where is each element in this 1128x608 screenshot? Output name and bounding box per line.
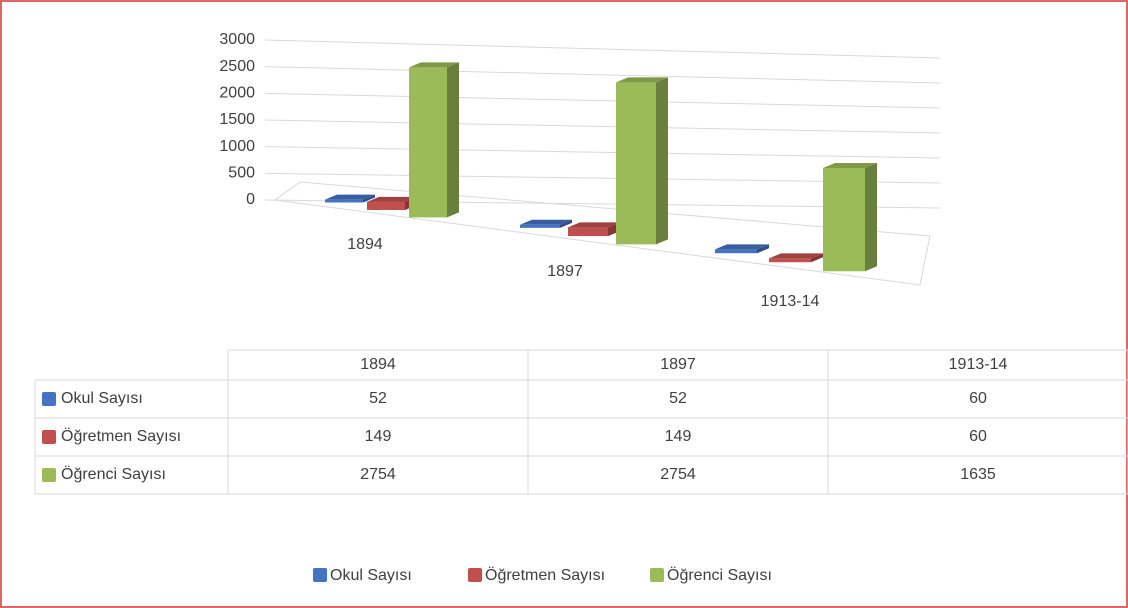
grid-line xyxy=(264,92,941,109)
table-legend-key xyxy=(42,468,56,482)
bar-front xyxy=(409,67,447,218)
bar xyxy=(616,77,668,245)
legend-label: Okul Sayısı xyxy=(330,567,412,584)
table-cell: 52 xyxy=(369,390,387,407)
table-cell: 2754 xyxy=(660,466,696,483)
legend-key xyxy=(313,568,327,582)
table-cell: 60 xyxy=(969,390,987,407)
table-row-label: Öğretmen Sayısı xyxy=(61,427,181,445)
x-tick-label: 1897 xyxy=(547,263,583,280)
table-cell: 1635 xyxy=(960,466,996,483)
y-tick-label: 2000 xyxy=(219,85,255,102)
bar-front xyxy=(367,201,405,210)
bar-top xyxy=(568,222,620,228)
bar-front xyxy=(568,227,608,237)
bar-top xyxy=(769,253,823,259)
bar xyxy=(520,219,572,228)
grid-line xyxy=(264,66,941,84)
grid-line xyxy=(264,39,941,59)
x-tick-label: 1894 xyxy=(347,236,383,253)
bar xyxy=(325,194,375,203)
bar xyxy=(769,253,823,263)
bar-side xyxy=(560,219,572,228)
table-cell: 149 xyxy=(665,428,692,445)
bar-top xyxy=(823,162,877,168)
bar-side xyxy=(447,62,459,218)
bar-top xyxy=(715,244,769,250)
bar-top xyxy=(616,77,668,83)
table-legend-key xyxy=(42,392,56,406)
bar-side xyxy=(811,253,823,263)
legend-label: Öğretmen Sayısı xyxy=(485,566,605,584)
legend-key xyxy=(468,568,482,582)
bar-side xyxy=(656,77,668,245)
y-tick-label: 2500 xyxy=(219,58,255,75)
bar xyxy=(409,62,459,218)
bar-front xyxy=(715,249,757,254)
y-tick-label: 0 xyxy=(246,191,255,208)
bar-top xyxy=(409,62,459,68)
bar xyxy=(823,162,877,272)
table-row-label: Öğrenci Sayısı xyxy=(61,465,166,483)
bar-side xyxy=(865,162,877,272)
table-header: 1897 xyxy=(660,356,696,373)
table-row-label: Okul Sayısı xyxy=(61,390,143,407)
table-header: 1894 xyxy=(360,356,396,373)
bar-top xyxy=(520,219,572,225)
legend-label: Öğrenci Sayısı xyxy=(667,566,772,584)
bar-front xyxy=(823,167,865,272)
grid-line xyxy=(264,119,941,134)
table-cell: 2754 xyxy=(360,466,396,483)
bar-top xyxy=(325,194,375,200)
y-tick-label: 1500 xyxy=(219,111,255,128)
table-cell: 149 xyxy=(365,428,392,445)
bar xyxy=(715,244,769,254)
bar-side xyxy=(363,194,375,203)
floor xyxy=(273,181,931,286)
bar-front xyxy=(769,258,811,263)
table-cell: 52 xyxy=(669,390,687,407)
legend-key xyxy=(650,568,664,582)
table-header: 1913-14 xyxy=(949,356,1008,373)
x-tick-label: 1913-14 xyxy=(761,293,820,310)
y-tick-label: 3000 xyxy=(219,31,255,48)
table-cell: 60 xyxy=(969,428,987,445)
bar-top xyxy=(367,196,417,202)
bar xyxy=(568,222,620,237)
bar-front xyxy=(520,224,560,228)
y-tick-label: 500 xyxy=(228,165,255,182)
bar-side xyxy=(757,244,769,254)
table-legend-key xyxy=(42,430,56,444)
bar-front xyxy=(325,199,363,203)
y-tick-label: 1000 xyxy=(219,138,255,155)
grid-line xyxy=(264,146,941,159)
bar-front xyxy=(616,82,656,245)
